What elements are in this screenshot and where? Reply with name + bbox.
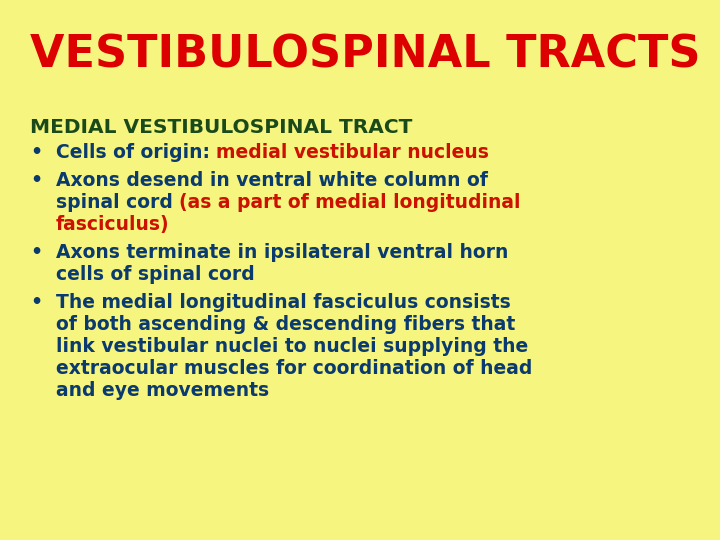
Text: cells of spinal cord: cells of spinal cord [56, 265, 255, 284]
Text: •: • [30, 243, 42, 262]
Text: extraocular muscles for coordination of head: extraocular muscles for coordination of … [56, 359, 532, 378]
Text: of both ascending & descending fibers that: of both ascending & descending fibers th… [56, 315, 516, 334]
Text: link vestibular nuclei to nuclei supplying the: link vestibular nuclei to nuclei supplyi… [56, 337, 528, 356]
Text: The medial longitudinal fasciculus consists: The medial longitudinal fasciculus consi… [56, 293, 510, 312]
Text: •: • [30, 171, 42, 190]
Text: VESTIBULOSPINAL TRACTS: VESTIBULOSPINAL TRACTS [30, 33, 701, 77]
Text: •: • [30, 143, 42, 162]
Text: Axons desend in ventral white column of: Axons desend in ventral white column of [56, 171, 488, 190]
Text: Cells of origin:: Cells of origin: [56, 143, 217, 162]
Text: fasciculus): fasciculus) [56, 215, 170, 234]
Text: •: • [30, 293, 42, 312]
Text: Axons terminate in ipsilateral ventral horn: Axons terminate in ipsilateral ventral h… [56, 243, 508, 262]
Text: MEDIAL VESTIBULOSPINAL TRACT: MEDIAL VESTIBULOSPINAL TRACT [30, 118, 413, 137]
Text: spinal cord: spinal cord [56, 193, 179, 212]
Text: medial vestibular nucleus: medial vestibular nucleus [217, 143, 490, 162]
Text: and eye movements: and eye movements [56, 381, 269, 400]
Text: (as a part of medial longitudinal: (as a part of medial longitudinal [179, 193, 521, 212]
